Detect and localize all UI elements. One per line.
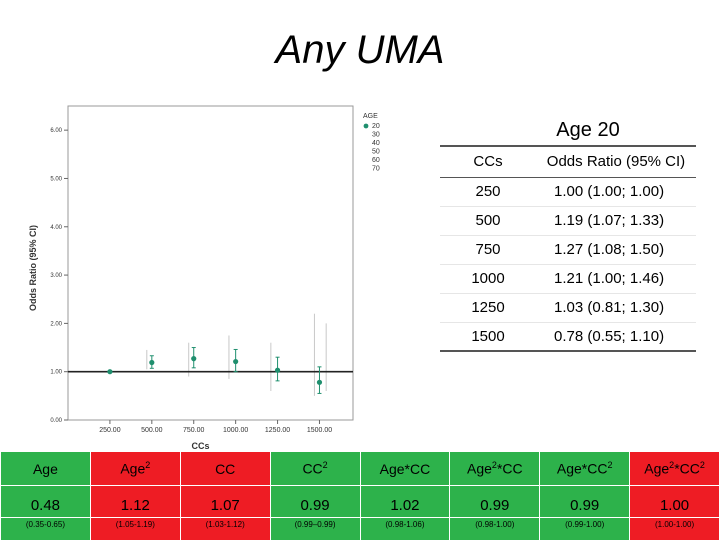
coef-value: 0.99 — [269, 485, 361, 518]
header-ccs: CCs — [440, 145, 536, 178]
coef-ci: (1.00-1.00) — [629, 517, 720, 540]
table-row: 750 1.27 (1.08; 1.50) — [440, 235, 696, 265]
coef-header: CC — [179, 451, 271, 486]
legend-entry: 50 — [372, 149, 380, 156]
x-tick-label: 1000.00 — [223, 427, 248, 434]
row-cc: 1000 — [440, 264, 536, 294]
legend-entry: 30 — [372, 132, 380, 139]
plot-area — [67, 105, 354, 421]
data-point — [191, 356, 197, 362]
legend-title: AGE — [363, 113, 378, 120]
legend-entry: 60 — [372, 157, 380, 164]
row-ci: 1.00 (1.00; 1.00) — [536, 177, 696, 207]
page-title: Any UMA — [275, 28, 445, 72]
row-ci: 0.78 (0.55; 1.10) — [536, 322, 696, 352]
coef-header: Age*CC2 — [539, 451, 631, 486]
age-panel-title: Age 20 — [556, 119, 620, 141]
coef-value: 1.07 — [179, 485, 271, 518]
y-tick-label: 0.00 — [50, 418, 62, 424]
row-ci: 1.21 (1.00; 1.46) — [536, 264, 696, 294]
y-tick-label: 5.00 — [50, 176, 62, 182]
row-cc: 1250 — [440, 293, 536, 323]
table-row: 1000 1.21 (1.00; 1.46) — [440, 264, 696, 294]
row-cc: 500 — [440, 206, 536, 236]
row-ci: 1.19 (1.07; 1.33) — [536, 206, 696, 236]
coef-header: Age — [0, 451, 91, 486]
header-odds-ratio: Odds Ratio (95% CI) — [536, 145, 696, 178]
coef-ci: (1.03-1.12) — [179, 517, 271, 540]
y-tick-label: 2.00 — [50, 321, 62, 327]
y-tick-label: 6.00 — [50, 128, 62, 134]
coef-value: 0.99 — [539, 485, 631, 518]
coef-header: Age*CC — [359, 451, 451, 486]
coefficient-table: Age Age2 CC CC2 Age*CC Age2*CC Age*CC2 A… — [0, 451, 720, 540]
row-ci: 1.27 (1.08; 1.50) — [536, 235, 696, 265]
coef-ci: (0.98-1.06) — [359, 517, 451, 540]
coef-ci: (0.35-0.65) — [0, 517, 91, 540]
x-tick-label: 750.00 — [183, 427, 205, 434]
coef-value: 1.12 — [89, 485, 181, 518]
table-row: 500 1.19 (1.07; 1.33) — [440, 206, 696, 236]
coef-value: 0.48 — [0, 485, 91, 518]
coef-ci: (0.98-1.00) — [449, 517, 541, 540]
row-cc: 750 — [440, 235, 536, 265]
row-cc: 250 — [440, 177, 536, 207]
table-row: 1250 1.03 (0.81; 1.30) — [440, 293, 696, 323]
x-tick-label: 250.00 — [99, 427, 121, 434]
coef-value: 1.02 — [359, 485, 451, 518]
odds-ratio-chart: 0.00 1.00 2.00 3.00 4.00 5.00 6.00 250.00 500.00… — [28, 105, 380, 450]
y-tick-label: 4.00 — [50, 225, 62, 231]
table-row: 250 1.00 (1.00; 1.00) — [440, 177, 696, 207]
y-axis-label: Odds Ratio (95% CI) — [28, 225, 38, 311]
x-tick-label: 1500.00 — [307, 427, 332, 434]
row-ci: 1.03 (0.81; 1.30) — [536, 293, 696, 323]
y-tick-label: 1.00 — [50, 370, 62, 376]
coef-header: Age2 — [89, 451, 181, 486]
y-tick-label: 3.00 — [50, 273, 62, 279]
coef-ci: (0.99–0.99) — [269, 517, 361, 540]
coef-value: 1.00 — [629, 485, 720, 518]
data-point — [107, 369, 113, 375]
table-row: 1500 0.78 (0.55; 1.10) — [440, 322, 696, 352]
coef-ci: (0.99-1.00) — [539, 517, 631, 540]
data-point — [274, 367, 281, 373]
row-cc: 1500 — [440, 322, 536, 352]
data-point — [233, 358, 239, 365]
x-tick-label: 500.00 — [141, 427, 163, 434]
x-tick-label: 1250.00 — [265, 427, 290, 434]
coef-ci: (1.05-1.19) — [89, 517, 181, 540]
odds-ratio-table: CCs Odds Ratio (95% CI) 250 1.00 (1.00; … — [440, 145, 696, 352]
legend-marker — [363, 123, 369, 129]
data-point — [316, 379, 323, 385]
legend-entry: 70 — [372, 166, 380, 173]
coef-value: 0.99 — [449, 485, 541, 518]
coef-header: Age2*CC — [449, 451, 541, 486]
age-panel: Age 20 CCs Odds Ratio (95% CI) 250 1.00 … — [440, 115, 696, 352]
x-axis-label: CCs — [191, 441, 209, 450]
coef-header: CC2 — [269, 451, 361, 486]
legend-entry: 20 — [372, 123, 380, 130]
data-point — [149, 359, 155, 366]
coef-header: Age2*CC2 — [629, 451, 720, 486]
legend-entry: 40 — [372, 140, 380, 147]
